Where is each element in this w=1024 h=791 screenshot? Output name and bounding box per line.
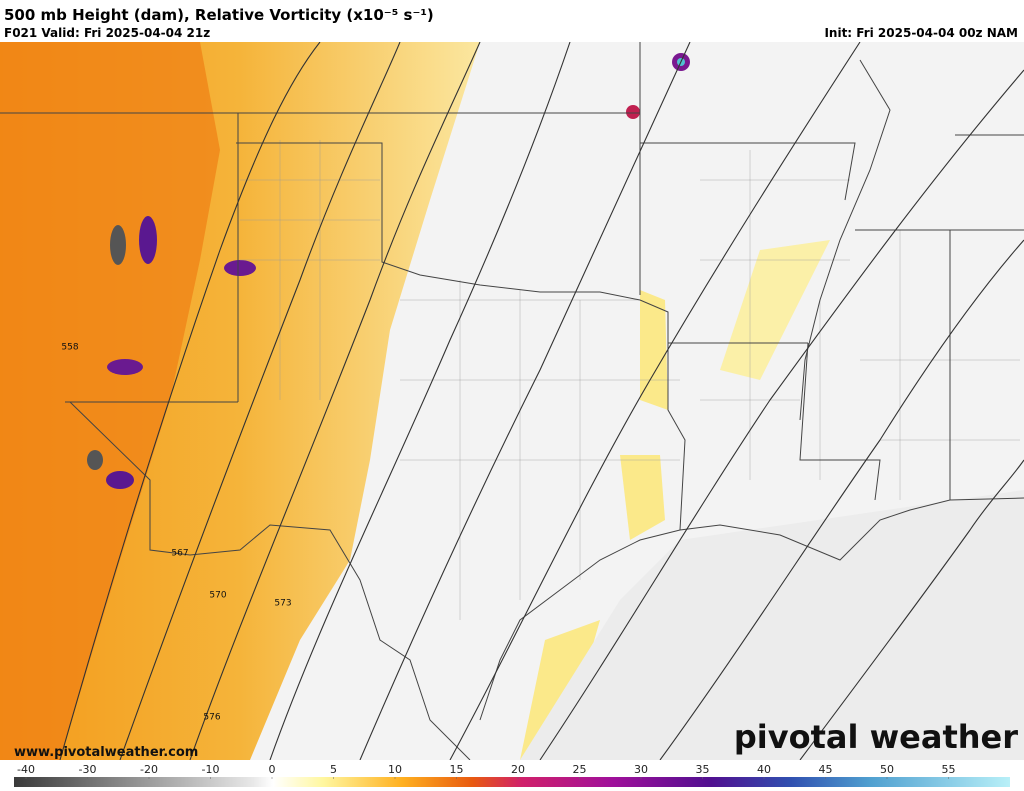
vorticity-field [720,240,830,380]
county-lines [240,140,1020,620]
contour-label: 558 [61,343,78,353]
colorbar-tick-label: 40 [757,763,771,776]
vorticity-min [110,225,126,265]
colorbar-tick-label: 5 [330,763,337,776]
vorticity-max [107,359,143,375]
state-borders [0,42,1024,760]
colorbar-tick-label: 35 [696,763,710,776]
colorbar-tick-label: 45 [819,763,833,776]
contour-label: 573 [274,599,291,609]
brand-logo: pivotal weather [734,718,1018,756]
height-contours [59,42,1024,760]
colorbar-tick-label: -20 [140,763,158,776]
website: www.pivotalweather.com [14,745,198,760]
vorticity-field [620,455,665,540]
colorbar-tick-label: 30 [634,763,648,776]
colorbar-ticks: -40 -30 -20 -10 0 5 10 15 20 25 30 35 40 45 50 55 [17,763,956,779]
colorbar-tick-label: 20 [511,763,525,776]
vorticity-max [224,260,256,276]
vorticity-field [0,42,220,760]
title: 500 mb Height (dam), Relative Vorticity … [4,6,434,24]
colorbar-tick-label: 25 [573,763,587,776]
colorbar-tick-label: 50 [880,763,894,776]
contour-label: 567 [171,549,188,559]
gulf [520,490,1024,760]
init-time: Init: Fri 2025-04-04 00z NAM [824,26,1018,40]
colorbar-tick-label: 15 [450,763,464,776]
colorbar-tick-label: 10 [388,763,402,776]
vorticity-max [626,105,640,119]
contour-label: 570 [209,591,226,601]
vorticity-field [640,290,668,410]
valid-time: F021 Valid: Fri 2025-04-04 21z [4,26,210,40]
vorticity-max [139,216,157,264]
colorbar-tick-label: 55 [942,763,956,776]
vorticity-min [87,450,103,470]
colorbar-tick-label: -30 [79,763,97,776]
colorbar-tick-label: -10 [202,763,220,776]
colorbar-tick-label: -40 [17,763,35,776]
colorbar [14,777,1010,787]
contour-label: 576 [203,713,220,723]
vorticity-max [106,471,134,489]
colorbar-tick-label: 0 [269,763,276,776]
vorticity-field [520,620,600,760]
map: 558 567 570 573 576 www.pivotalweather.c… [0,42,1024,760]
